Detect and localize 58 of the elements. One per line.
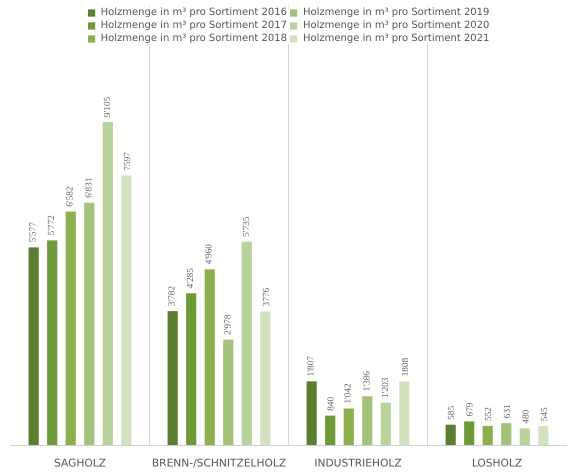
bar <box>260 311 270 446</box>
bar <box>464 421 474 446</box>
data-label: 5'735 <box>242 216 252 237</box>
data-label: 3'782 <box>168 286 178 306</box>
bar <box>482 426 493 446</box>
legend-label: Holzmenge in m³ pro Sortiment 2017 <box>100 20 287 31</box>
data-label: 679 <box>466 402 476 417</box>
data-label: 1'807 <box>306 356 317 376</box>
bar <box>380 402 391 446</box>
bar <box>204 269 215 446</box>
bar <box>344 408 354 446</box>
data-label: 1808 <box>400 357 411 376</box>
data-label: 6'831 <box>84 177 94 198</box>
bar <box>325 416 336 446</box>
bar <box>84 202 94 446</box>
data-label: 2'978 <box>223 314 234 335</box>
data-label: 6'582 <box>66 186 76 207</box>
bar <box>362 396 372 446</box>
bar <box>102 122 113 446</box>
x-tick-label: INDUSTRIEHOLZ <box>314 456 402 470</box>
bar <box>47 240 58 446</box>
data-label: 552 <box>484 406 494 422</box>
bar <box>242 242 252 446</box>
bar <box>66 212 76 446</box>
data-label: 5'772 <box>47 214 58 236</box>
data-label: 4'285 <box>186 268 196 288</box>
bar <box>168 311 178 446</box>
bar <box>121 176 132 446</box>
bar <box>28 247 39 446</box>
data-label: 480 <box>521 409 532 424</box>
data-label: 585 <box>447 406 458 420</box>
legend-label: Holzmenge in m³ pro Sortiment 2016 <box>100 7 287 18</box>
data-label: 631 <box>502 404 513 418</box>
data-label: 545 <box>540 406 550 422</box>
data-label: 1'386 <box>362 370 372 392</box>
legend-label: Holzmenge in m³ pro Sortiment 2019 <box>303 7 490 18</box>
bar <box>223 340 234 446</box>
data-label: 5'577 <box>28 222 39 242</box>
data-label: 4'960 <box>204 244 215 264</box>
legend-label: Holzmenge in m³ pro Sortiment 2020 <box>303 20 490 31</box>
data-label: 840 <box>326 396 337 411</box>
bar <box>446 424 456 446</box>
data-label: 1'042 <box>344 382 354 404</box>
data-label: 3776 <box>262 287 272 306</box>
x-tick-label: BRENN-/SCHNITZELHOLZ <box>152 456 286 470</box>
bar <box>186 293 196 446</box>
data-label: 1'203 <box>380 377 391 398</box>
bar <box>538 426 548 446</box>
x-tick-label: SAGHOLZ <box>54 456 106 470</box>
legend-label: Holzmenge in m³ pro Sortiment 2021 <box>303 33 490 44</box>
bar <box>501 423 512 446</box>
data-label: 9'105 <box>102 96 113 118</box>
data-label: 7597 <box>122 152 133 171</box>
bar <box>306 381 317 446</box>
bar <box>399 381 410 446</box>
x-tick-label: LOSHOLZ <box>472 456 522 470</box>
legend-label: Holzmenge in m³ pro Sortiment 2018 <box>100 33 287 44</box>
bar <box>520 428 530 446</box>
